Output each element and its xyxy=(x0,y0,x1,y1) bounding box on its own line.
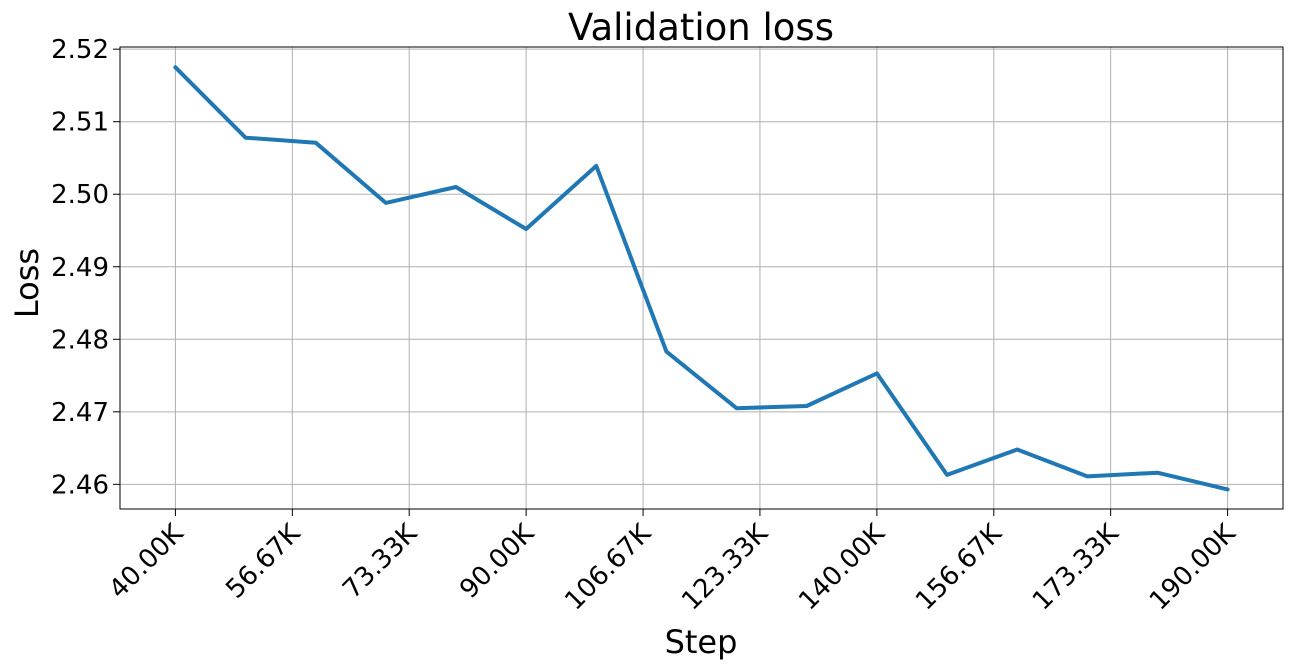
x-axis-ticks: 40.00K 56.67K 73.33K 90.00K 106.67K 123.33K 14… xyxy=(103,509,1242,616)
y-tick-label: 2.51 xyxy=(51,108,109,138)
chart-title: Validation loss xyxy=(568,6,834,49)
y-axis-label: Loss xyxy=(8,248,46,318)
y-tick-label: 2.49 xyxy=(51,253,109,283)
y-tick-label: 2.46 xyxy=(51,470,109,500)
x-axis-label: Step xyxy=(665,623,738,661)
series-layer xyxy=(173,65,1230,492)
x-tick-label: 106.67K xyxy=(559,518,657,616)
x-tick-label: 73.33K xyxy=(337,518,424,605)
y-tick-label: 2.52 xyxy=(51,35,109,65)
x-tick-label: 40.00K xyxy=(103,518,190,605)
x-tick-label: 190.00K xyxy=(1144,518,1242,616)
grid-lines xyxy=(120,47,1283,509)
x-tick-label: 173.33K xyxy=(1027,518,1125,616)
y-tick-label: 2.48 xyxy=(51,325,109,355)
x-tick-label: 123.33K xyxy=(676,518,774,616)
y-tick-label: 2.47 xyxy=(51,398,109,428)
x-tick-label: 90.00K xyxy=(454,518,541,605)
y-axis-ticks: 2.46 2.47 2.48 2.49 2.50 2.51 2.52 xyxy=(51,35,120,500)
x-tick-label: 140.00K xyxy=(793,518,891,616)
plot-frame xyxy=(119,46,1284,510)
series-line xyxy=(173,65,1230,492)
x-tick-label: 56.67K xyxy=(220,518,307,605)
y-tick-label: 2.50 xyxy=(51,180,109,210)
x-tick-label: 156.67K xyxy=(910,518,1008,616)
